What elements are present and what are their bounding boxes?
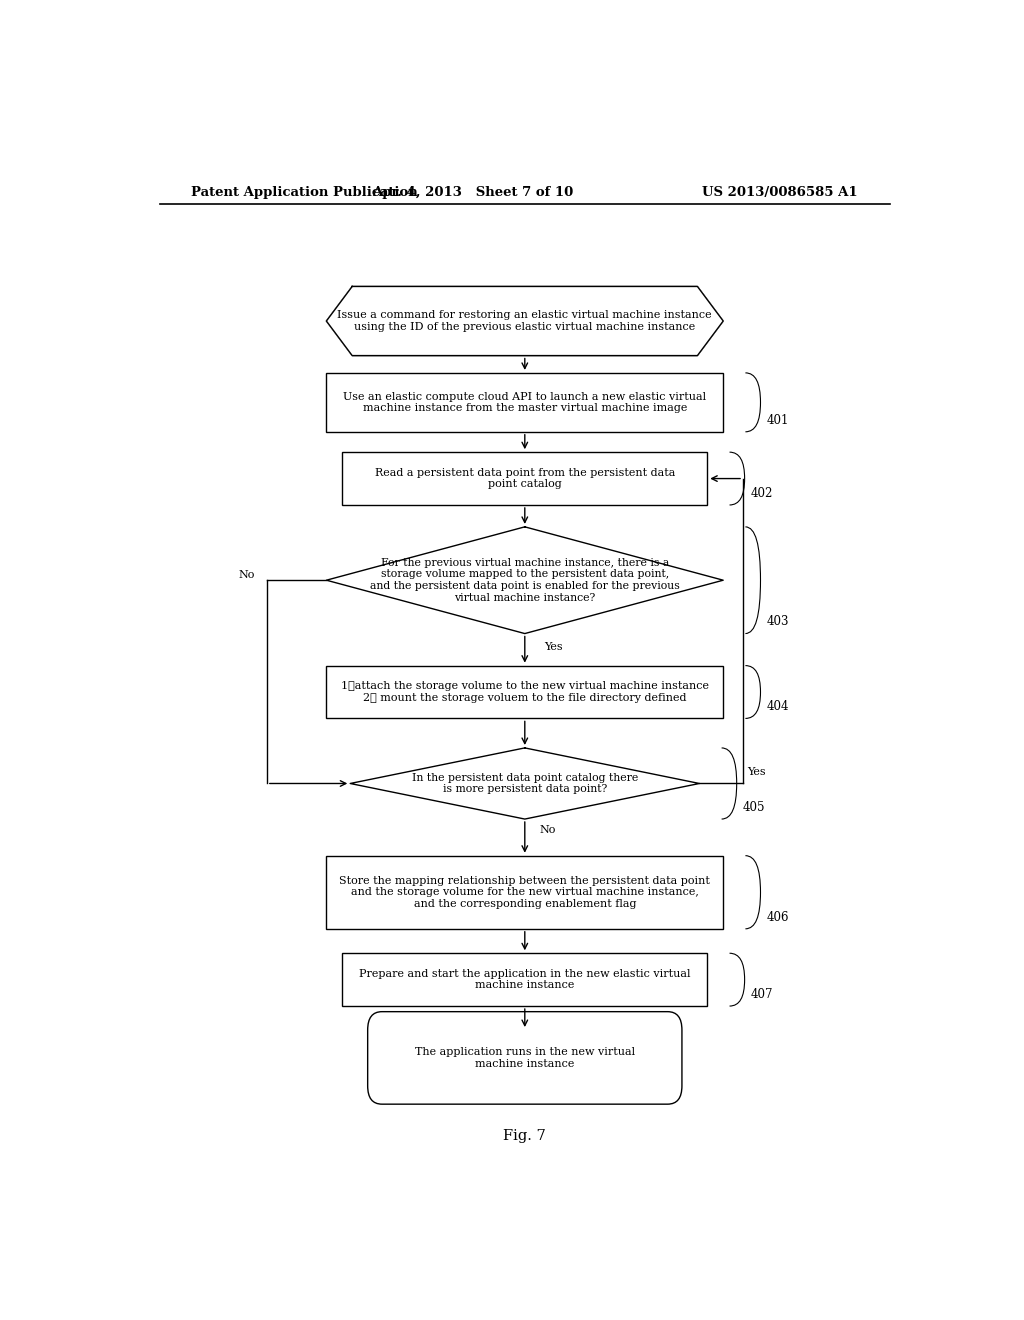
Text: No: No (239, 570, 255, 579)
Text: Apr. 4, 2013   Sheet 7 of 10: Apr. 4, 2013 Sheet 7 of 10 (373, 186, 573, 199)
Text: 404: 404 (767, 701, 790, 713)
Polygon shape (327, 286, 723, 355)
Polygon shape (350, 748, 699, 818)
Text: 405: 405 (743, 801, 766, 814)
Bar (342, 953, 708, 1006)
Bar (327, 372, 723, 432)
Text: Patent Application Publication: Patent Application Publication (191, 186, 418, 199)
Text: Read a persistent data point from the persistent data
point catalog: Read a persistent data point from the pe… (375, 467, 675, 490)
Text: 401: 401 (767, 413, 790, 426)
Text: In the persistent data point catalog there
is more persistent data point?: In the persistent data point catalog the… (412, 772, 638, 795)
Bar (327, 855, 723, 929)
Text: Issue a command for restoring an elastic virtual machine instance
using the ID o: Issue a command for restoring an elastic… (338, 310, 712, 331)
Text: Use an elastic compute cloud API to launch a new elastic virtual
machine instanc: Use an elastic compute cloud API to laun… (343, 392, 707, 413)
FancyBboxPatch shape (368, 1011, 682, 1104)
Text: Yes: Yes (545, 642, 563, 652)
Text: For the previous virtual machine instance, there is a
storage volume mapped to t: For the previous virtual machine instanc… (370, 558, 680, 603)
Polygon shape (327, 527, 723, 634)
Text: US 2013/0086585 A1: US 2013/0086585 A1 (702, 186, 858, 199)
Bar (327, 665, 723, 718)
Text: Prepare and start the application in the new elastic virtual
machine instance: Prepare and start the application in the… (359, 969, 690, 990)
Text: No: No (539, 825, 555, 836)
Bar (342, 453, 708, 506)
Text: The application runs in the new virtual
machine instance: The application runs in the new virtual … (415, 1047, 635, 1069)
Text: 402: 402 (751, 487, 773, 500)
Text: 406: 406 (767, 911, 790, 924)
Text: Fig. 7: Fig. 7 (504, 1129, 546, 1143)
Text: 403: 403 (767, 615, 790, 628)
Text: Store the mapping relationship between the persistent data point
and the storage: Store the mapping relationship between t… (339, 875, 711, 909)
Text: 407: 407 (751, 987, 773, 1001)
Text: 1）attach the storage volume to the new virtual machine instance
2） mount the sto: 1）attach the storage volume to the new v… (341, 681, 709, 702)
Text: Yes: Yes (748, 767, 766, 777)
